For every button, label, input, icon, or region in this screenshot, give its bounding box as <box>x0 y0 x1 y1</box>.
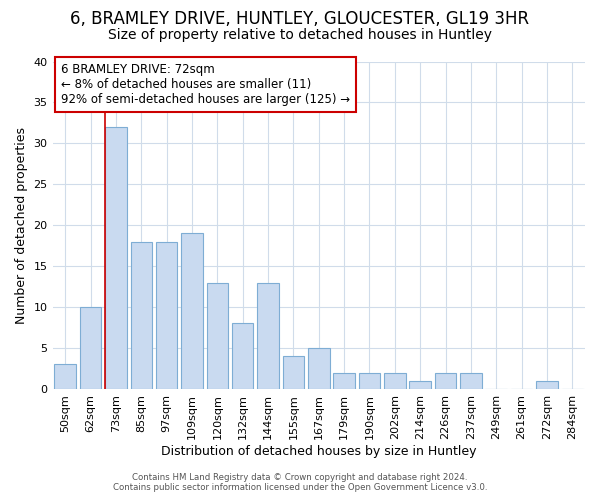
Y-axis label: Number of detached properties: Number of detached properties <box>15 126 28 324</box>
Bar <box>105 127 127 389</box>
Bar <box>384 372 406 389</box>
Bar <box>181 234 203 389</box>
Bar <box>409 381 431 389</box>
Bar <box>283 356 304 389</box>
Bar <box>156 242 178 389</box>
Bar <box>80 307 101 389</box>
Text: Size of property relative to detached houses in Huntley: Size of property relative to detached ho… <box>108 28 492 42</box>
Bar <box>206 282 228 389</box>
Bar <box>435 372 457 389</box>
Text: 6 BRAMLEY DRIVE: 72sqm
← 8% of detached houses are smaller (11)
92% of semi-deta: 6 BRAMLEY DRIVE: 72sqm ← 8% of detached … <box>61 63 350 106</box>
Bar <box>359 372 380 389</box>
Bar <box>232 324 253 389</box>
Bar <box>536 381 558 389</box>
Bar <box>460 372 482 389</box>
Bar <box>257 282 279 389</box>
Bar <box>334 372 355 389</box>
Bar <box>308 348 329 389</box>
Text: 6, BRAMLEY DRIVE, HUNTLEY, GLOUCESTER, GL19 3HR: 6, BRAMLEY DRIVE, HUNTLEY, GLOUCESTER, G… <box>70 10 530 28</box>
Bar <box>55 364 76 389</box>
Text: Contains HM Land Registry data © Crown copyright and database right 2024.
Contai: Contains HM Land Registry data © Crown c… <box>113 473 487 492</box>
X-axis label: Distribution of detached houses by size in Huntley: Distribution of detached houses by size … <box>161 444 476 458</box>
Bar <box>131 242 152 389</box>
